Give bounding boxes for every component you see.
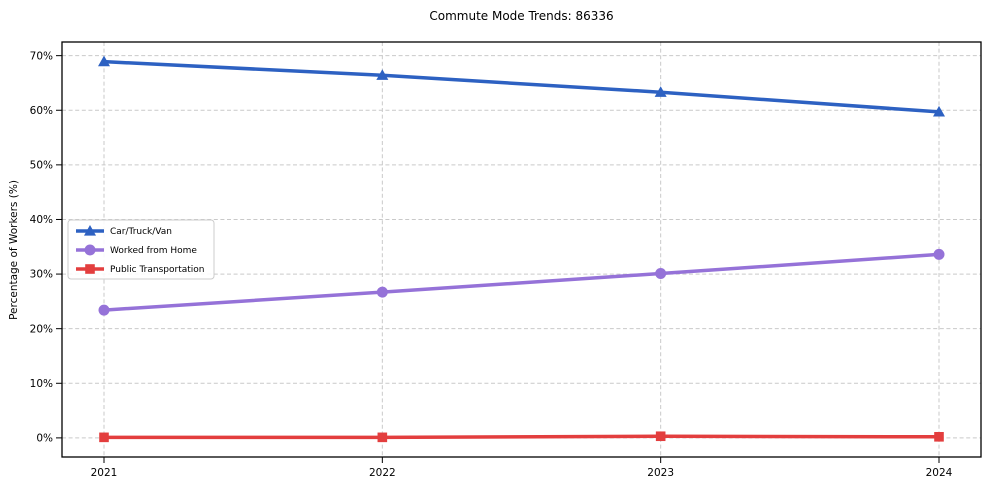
y-tick-label: 60% (30, 105, 53, 117)
legend-item-label: Car/Truck/Van (110, 227, 172, 237)
y-tick-label: 40% (30, 214, 53, 226)
series-worked-from-home (98, 248, 945, 316)
data-point-marker (655, 431, 666, 442)
data-point-marker (933, 248, 945, 260)
series-line (102, 434, 941, 440)
data-point-marker (654, 86, 667, 97)
y-tick-label: 10% (30, 378, 53, 390)
y-tick-label: 70% (30, 50, 53, 62)
x-tick-label: 2024 (926, 467, 953, 479)
square-marker-icon (85, 264, 95, 274)
circle-marker-icon (84, 244, 96, 256)
data-point-marker (655, 268, 667, 280)
legend (67, 219, 215, 280)
triangle-marker-icon (84, 225, 96, 236)
x-tick-label: 2022 (369, 467, 396, 479)
data-point-marker (377, 432, 388, 443)
series-public-transportation (99, 431, 944, 443)
data-point-marker (98, 55, 110, 67)
legend-item-label: Worked from Home (110, 246, 197, 256)
series-line (102, 59, 941, 114)
data-point-marker (98, 304, 110, 316)
series-car-truck-van (98, 55, 945, 117)
data-point-marker (376, 69, 389, 80)
y-tick-label: 20% (30, 323, 53, 335)
legend-item: Car/Truck/Van (76, 225, 172, 237)
x-tick-label: 2021 (91, 467, 118, 479)
y-tick-label: 30% (30, 269, 53, 281)
data-point-marker (934, 431, 944, 442)
legend-item: Public Transportation (76, 264, 204, 275)
series-line (102, 252, 941, 312)
chart-title: Commute Mode Trends: 86336 (429, 9, 614, 23)
x-tick-label: 2023 (647, 467, 674, 479)
legend-item: Worked from Home (76, 244, 197, 256)
data-point-marker (933, 105, 945, 117)
data-point-marker (99, 432, 109, 443)
plot-border (61, 41, 982, 458)
legend-item-label: Public Transportation (110, 265, 204, 275)
y-tick-label: 0% (36, 432, 53, 444)
data-point-marker (376, 286, 388, 298)
y-tick-label: 50% (30, 159, 53, 171)
